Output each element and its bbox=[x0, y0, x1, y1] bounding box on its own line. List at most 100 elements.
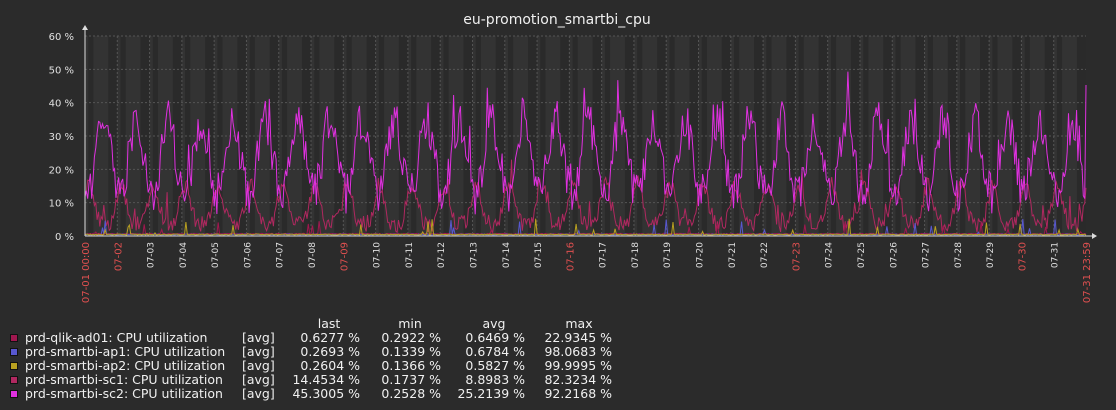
x-tick-label: 07-25 bbox=[857, 242, 867, 268]
series-lines bbox=[84, 71, 1087, 236]
legend-min: 0.2922 % bbox=[381, 330, 441, 345]
legend-max: 98.0683 % bbox=[544, 344, 612, 359]
x-tick-label: 07-04 bbox=[179, 242, 189, 268]
x-tick-label: 07-26 bbox=[889, 242, 899, 268]
x-tick-label: 07-05 bbox=[211, 242, 221, 268]
x-tick-label: 07-19 bbox=[663, 242, 673, 268]
plot-area bbox=[85, 35, 1086, 236]
night-band bbox=[818, 36, 828, 236]
legend-func: [avg] bbox=[242, 386, 275, 401]
legend-func: [avg] bbox=[242, 330, 275, 345]
legend-series-name: prd-smartbi-sc1: CPU utilization bbox=[25, 372, 223, 387]
night-band bbox=[398, 36, 408, 236]
legend-max: 22.9345 % bbox=[544, 330, 612, 345]
x-tick-label: 07-03 bbox=[147, 242, 157, 268]
legend-swatch bbox=[10, 334, 18, 342]
legend-avg: 25.2139 % bbox=[457, 386, 525, 401]
y-tick-label: 20 % bbox=[49, 165, 74, 176]
night-band bbox=[217, 36, 223, 236]
legend-series-name: prd-qlik-ad01: CPU utilization bbox=[25, 330, 208, 345]
x-tick-label: 07-18 bbox=[631, 242, 641, 268]
x-axis-arrow bbox=[1092, 233, 1097, 239]
legend-last: 45.3005 % bbox=[292, 386, 360, 401]
legend-series-name: prd-smartbi-ap1: CPU utilization bbox=[25, 344, 226, 359]
legend-func: [avg] bbox=[242, 358, 275, 373]
night-band bbox=[463, 36, 473, 236]
legend-series-name: prd-smartbi-ap2: CPU utilization bbox=[25, 358, 226, 373]
legend-header-last: last bbox=[317, 316, 341, 331]
series-line-ap2 bbox=[84, 218, 1087, 236]
x-tick-label: 07-31 bbox=[1051, 242, 1061, 268]
legend-last: 0.2693 % bbox=[300, 344, 360, 359]
legend-min: 0.1339 % bbox=[381, 344, 441, 359]
x-tick-label: 07-01 00:00 bbox=[81, 242, 92, 303]
y-tick-label: 50 % bbox=[49, 65, 74, 76]
night-band bbox=[572, 36, 578, 236]
night-band bbox=[766, 36, 772, 236]
x-tick-label: 07-15 bbox=[534, 242, 544, 268]
x-tick-label: 07-23 bbox=[791, 242, 802, 271]
series-line-sc2 bbox=[84, 71, 1087, 215]
x-tick-label: 07-17 bbox=[599, 242, 609, 268]
night-band bbox=[120, 36, 126, 236]
night-band bbox=[366, 36, 376, 236]
legend-min: 0.1737 % bbox=[381, 372, 441, 387]
night-band bbox=[185, 36, 191, 236]
night-band bbox=[947, 36, 957, 236]
x-tick-label: 07-20 bbox=[696, 242, 706, 268]
x-tick-label: 07-27 bbox=[922, 242, 932, 268]
night-band bbox=[915, 36, 925, 236]
x-tick-label: 07-02 bbox=[113, 242, 124, 271]
x-tick-label: 07-12 bbox=[437, 242, 447, 268]
x-tick-label: 07-06 bbox=[243, 242, 253, 268]
legend-avg: 0.5827 % bbox=[465, 358, 525, 373]
x-tick-label: 07-22 bbox=[760, 242, 770, 268]
legend-row: prd-smartbi-sc2: CPU utilization [avg] 45.… bbox=[10, 387, 650, 401]
legend-row: prd-smartbi-ap2: CPU utilization [avg] 0.2… bbox=[10, 359, 650, 373]
legend-header-avg: avg bbox=[482, 316, 506, 331]
legend-swatch bbox=[10, 376, 18, 384]
x-tick-label: 07-24 bbox=[825, 242, 835, 268]
night-band bbox=[495, 36, 505, 236]
x-tick-label: 07-14 bbox=[502, 242, 512, 268]
night-band bbox=[108, 36, 118, 236]
night-band bbox=[1012, 36, 1022, 236]
x-tick-label: 07-09 bbox=[339, 242, 350, 271]
x-tick-label: 07-07 bbox=[276, 242, 286, 268]
legend-func: [avg] bbox=[242, 372, 275, 387]
legend-header: last min avg max bbox=[10, 317, 650, 331]
legend-max: 99.9995 % bbox=[544, 358, 612, 373]
legend-row: prd-smartbi-sc1: CPU utilization [avg] 14.… bbox=[10, 373, 650, 387]
night-band bbox=[734, 36, 740, 236]
night-band bbox=[637, 36, 643, 236]
legend-swatch bbox=[10, 390, 18, 398]
x-tick-label: 07-30 bbox=[1017, 242, 1028, 271]
legend-func: [avg] bbox=[242, 344, 275, 359]
night-band bbox=[281, 36, 288, 236]
legend-header-max: max bbox=[565, 316, 593, 331]
series-line-sc1 bbox=[84, 159, 1087, 234]
x-tick-label: 07-31 23:59 bbox=[1082, 242, 1093, 303]
night-band bbox=[604, 36, 611, 236]
legend-last: 14.4534 % bbox=[292, 372, 360, 387]
legend-row: prd-smartbi-ap1: CPU utilization [avg] 0.2… bbox=[10, 345, 650, 359]
x-tick-label: 07-11 bbox=[405, 242, 415, 268]
x-tick-label: 07-16 bbox=[565, 242, 576, 271]
night-band bbox=[980, 36, 990, 236]
legend-last: 0.2604 % bbox=[300, 358, 360, 373]
y-tick-label: 60 % bbox=[49, 32, 74, 43]
legend-swatch bbox=[10, 348, 18, 356]
night-band bbox=[850, 36, 860, 236]
x-tick-label: 07-29 bbox=[986, 242, 996, 268]
x-tick-label: 07-28 bbox=[954, 242, 964, 268]
night-band bbox=[152, 36, 158, 236]
chart-title: eu-promotion_smartbi_cpu bbox=[463, 12, 650, 28]
night-band bbox=[431, 36, 441, 236]
x-tick-label: 07-10 bbox=[373, 242, 383, 268]
night-band bbox=[701, 36, 707, 236]
legend-avg: 8.8983 % bbox=[465, 372, 525, 387]
cpu-chart: eu-promotion_smartbi_cpu 0 % 10 % 20 % 30 %… bbox=[49, 12, 1097, 303]
legend-swatch bbox=[10, 362, 18, 370]
y-tick-label: 10 % bbox=[49, 199, 74, 210]
legend-row: prd-qlik-ad01: CPU utilization [avg] 0.627… bbox=[10, 331, 650, 345]
